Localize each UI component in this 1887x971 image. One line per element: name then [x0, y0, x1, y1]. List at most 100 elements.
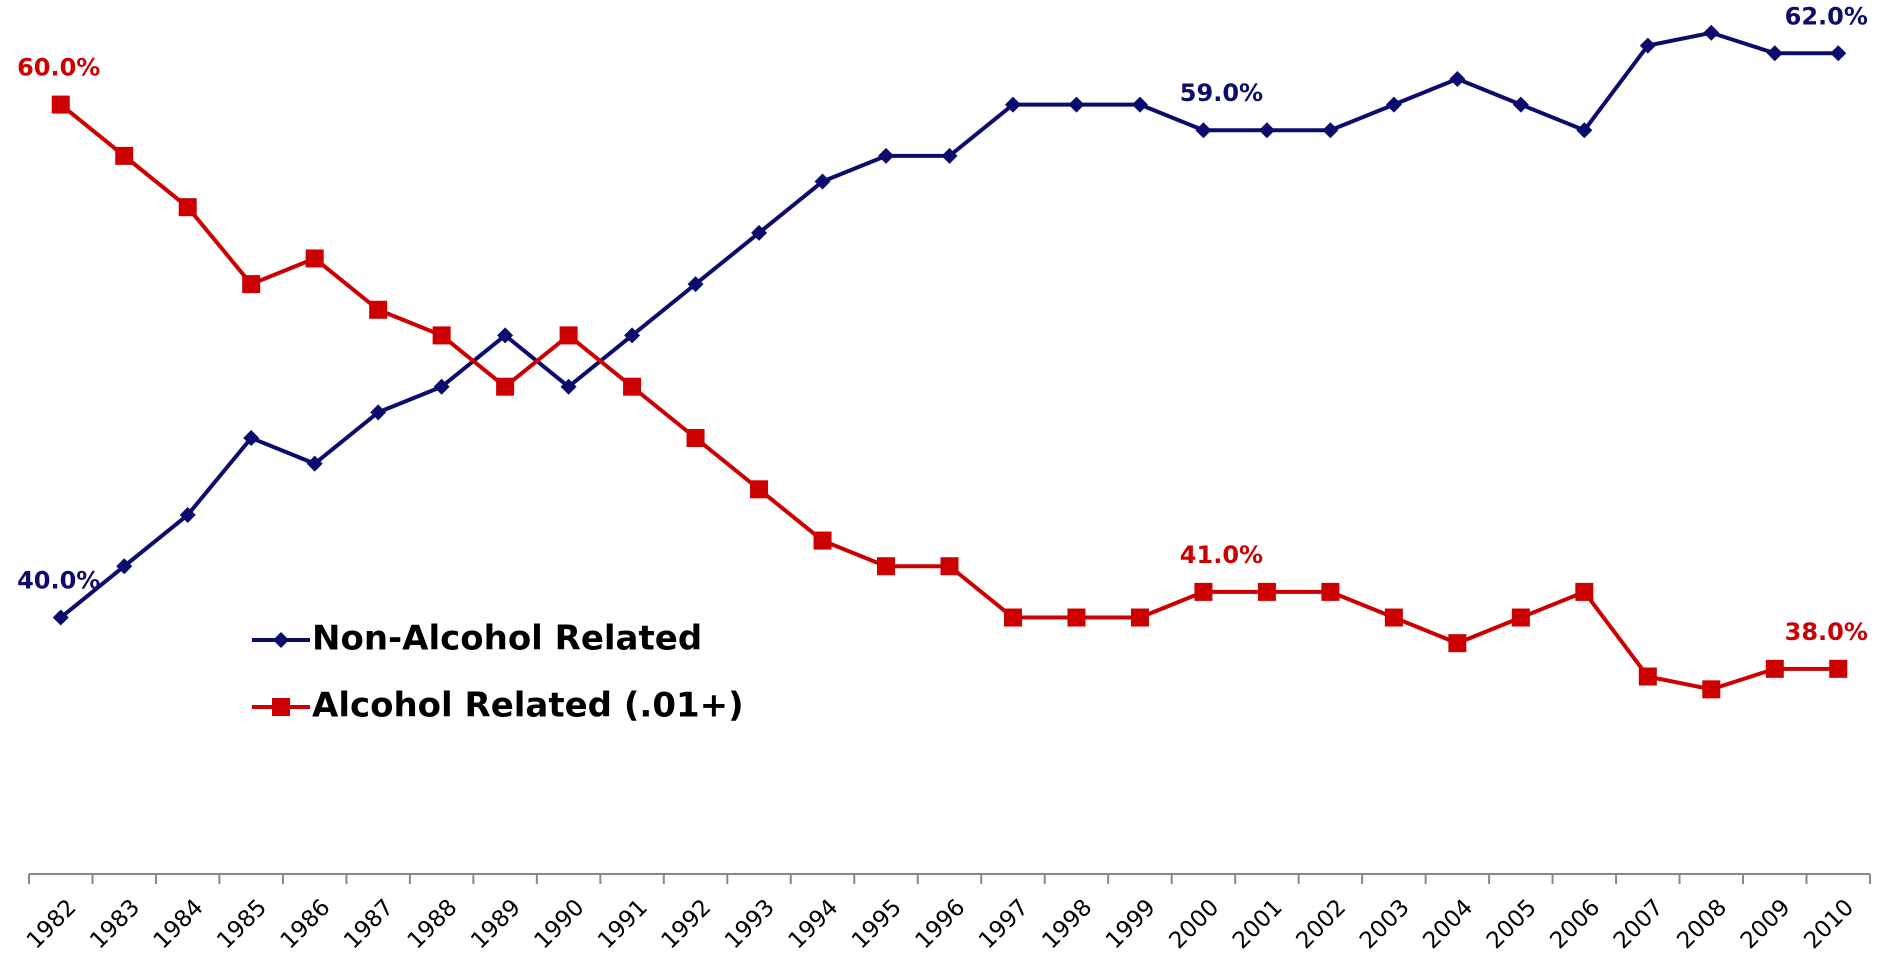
marker: [1130, 608, 1149, 627]
x-tick-label: 1995: [847, 894, 907, 954]
legend-label: Alcohol Related (.01+): [312, 686, 744, 726]
x-tick-label: 2007: [1609, 894, 1669, 954]
data-label: 62.0%: [1785, 2, 1868, 30]
marker: [1576, 122, 1593, 139]
x-tick-label: 1989: [466, 894, 526, 954]
marker: [1257, 582, 1276, 601]
x-tick-label: 2002: [1291, 894, 1351, 954]
x-tick-label: 2006: [1545, 894, 1605, 954]
series-line: [59, 103, 1839, 692]
marker: [624, 327, 641, 344]
x-tick-label: 2004: [1418, 894, 1478, 954]
marker: [243, 430, 260, 446]
x-tick-label: 1982: [22, 894, 82, 954]
marker: [305, 249, 324, 268]
data-label: 59.0%: [1180, 79, 1263, 107]
x-tick-label: 1987: [339, 894, 399, 954]
x-tick-label: 2003: [1355, 894, 1415, 954]
marker: [813, 531, 832, 550]
x-tick-label: 1993: [720, 894, 780, 954]
marker: [1067, 608, 1086, 627]
x-tick-label: 1986: [276, 894, 336, 954]
marker: [496, 377, 515, 396]
x-tick-label: 1994: [784, 894, 844, 954]
marker: [178, 198, 197, 217]
x-tick-label: 1996: [911, 894, 971, 954]
x-tick-label: 1998: [1038, 894, 1098, 954]
marker: [687, 276, 704, 293]
marker: [1385, 96, 1402, 113]
x-tick-label: 1992: [657, 894, 717, 954]
data-label: 40.0%: [17, 567, 100, 595]
data-label: 41.0%: [1180, 541, 1263, 569]
marker: [179, 506, 196, 523]
marker: [940, 557, 959, 576]
marker: [1448, 634, 1467, 653]
x-tick-label: 1990: [530, 894, 590, 954]
marker: [1258, 122, 1275, 139]
marker: [370, 404, 387, 421]
marker: [242, 275, 261, 294]
x-tick-label: 1997: [974, 894, 1034, 954]
marker: [877, 557, 896, 576]
marker: [432, 326, 451, 345]
marker: [559, 326, 578, 345]
marker: [1702, 680, 1721, 699]
marker: [1765, 659, 1784, 678]
marker: [560, 378, 577, 395]
data-label: 38.0%: [1785, 618, 1868, 646]
marker: [116, 558, 133, 575]
marker: [814, 173, 831, 190]
marker: [1766, 45, 1783, 62]
marker: [369, 300, 388, 319]
marker: [623, 377, 642, 396]
marker: [1829, 659, 1848, 678]
marker: [1194, 582, 1213, 601]
marker: [1004, 96, 1021, 113]
marker: [941, 147, 958, 164]
marker: [1639, 37, 1656, 54]
marker: [1384, 608, 1403, 627]
marker: [1068, 96, 1085, 113]
marker: [878, 147, 895, 164]
marker: [51, 95, 70, 114]
marker: [433, 378, 450, 395]
x-tick-label: 1983: [85, 894, 145, 954]
x-tick-label: 2005: [1482, 894, 1542, 954]
x-tick-label: 1999: [1101, 894, 1161, 954]
marker: [1638, 667, 1657, 686]
marker: [686, 429, 705, 447]
marker: [1131, 96, 1148, 113]
data-label: 60.0%: [17, 54, 100, 82]
marker: [306, 455, 323, 472]
marker: [1575, 582, 1594, 601]
x-tick-label: 1991: [593, 894, 653, 954]
marker: [52, 609, 69, 626]
x-tick-label: 2008: [1672, 894, 1732, 954]
marker: [497, 327, 514, 344]
marker: [1512, 96, 1529, 113]
series-line: [59, 30, 1839, 620]
x-tick-label: 2000: [1164, 894, 1224, 954]
marker: [1195, 122, 1212, 139]
marker: [273, 632, 289, 648]
x-tick-label: 2001: [1228, 894, 1288, 954]
x-tick-label: 1985: [212, 894, 272, 954]
x-tick-label: 2010: [1799, 894, 1859, 954]
x-tick-label: 1984: [149, 894, 209, 954]
legend-label: Non-Alcohol Related: [312, 619, 702, 659]
marker: [1449, 70, 1466, 87]
marker: [1830, 45, 1847, 62]
marker: [1703, 24, 1720, 41]
marker: [115, 146, 134, 165]
marker: [272, 698, 290, 716]
x-tick-label: 1988: [403, 894, 463, 954]
marker: [750, 480, 769, 499]
marker: [1003, 608, 1022, 627]
marker: [1511, 608, 1530, 627]
marker: [1321, 582, 1340, 601]
marker: [751, 224, 768, 241]
marker: [1322, 122, 1339, 139]
x-tick-label: 2009: [1736, 894, 1796, 954]
